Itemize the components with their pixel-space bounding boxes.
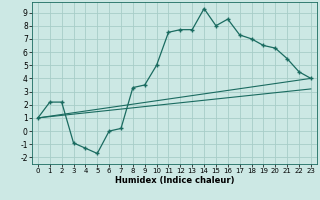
X-axis label: Humidex (Indice chaleur): Humidex (Indice chaleur) [115, 176, 234, 185]
